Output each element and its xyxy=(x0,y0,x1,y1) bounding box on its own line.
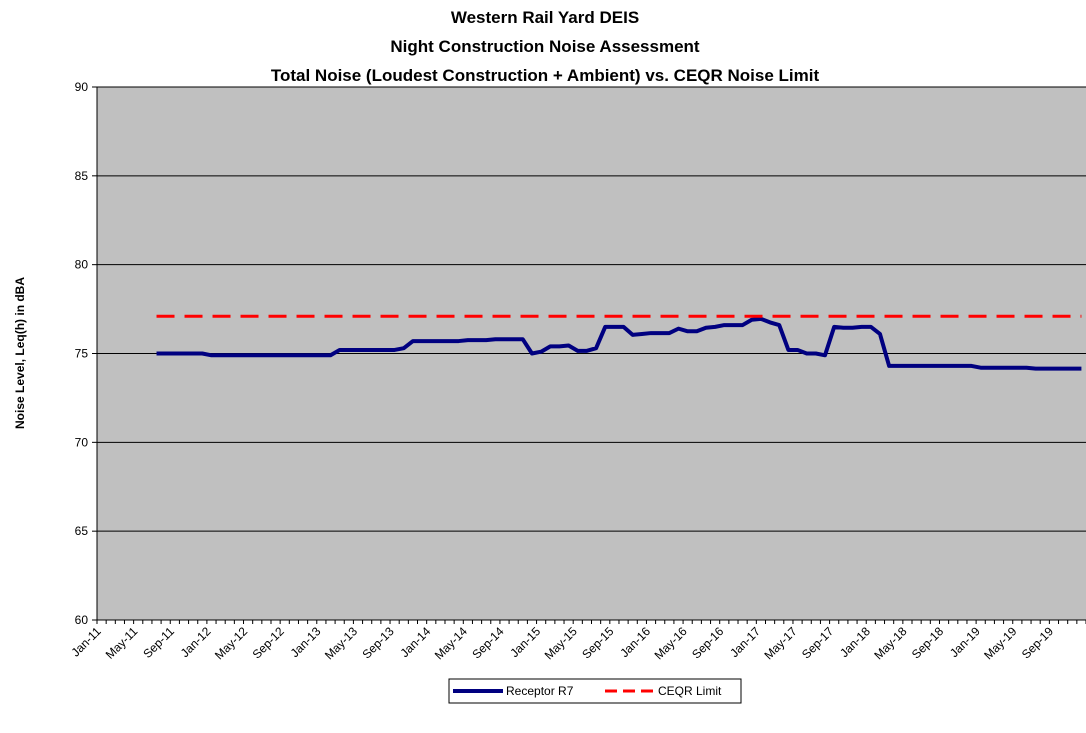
x-tick-label: Jan-17 xyxy=(727,624,763,660)
y-tick-label: 70 xyxy=(75,435,89,449)
x-tick-label: Sep-13 xyxy=(359,624,396,661)
y-tick-label: 75 xyxy=(75,347,89,361)
x-tick-label: Sep-19 xyxy=(1019,624,1056,661)
chart-title: Total Noise (Loudest Construction + Ambi… xyxy=(271,66,820,85)
chart-title: Night Construction Noise Assessment xyxy=(390,37,700,56)
x-tick-label: May-16 xyxy=(652,624,690,662)
x-tick-label: Jan-19 xyxy=(947,624,983,660)
y-tick-label: 65 xyxy=(75,524,89,538)
series-line xyxy=(156,316,1082,371)
y-tick-label: 85 xyxy=(75,169,89,183)
y-axis-label: Noise Level, Leq(h) in dBA xyxy=(13,277,27,429)
y-tick-label: 90 xyxy=(75,80,89,94)
x-tick-label: Sep-12 xyxy=(250,624,287,661)
x-tick-label: May-13 xyxy=(322,624,360,662)
x-tick-label: May-14 xyxy=(432,624,470,662)
x-tick-label: May-19 xyxy=(981,624,1019,662)
legend-label: CEQR Limit xyxy=(658,684,722,698)
x-tick-label: May-15 xyxy=(542,624,580,662)
x-tick-label: May-18 xyxy=(871,624,909,662)
x-tick-label: Jan-13 xyxy=(288,624,324,660)
x-tick-label: Jan-18 xyxy=(837,624,873,660)
legend-label: Receptor R7 xyxy=(506,684,574,698)
y-tick-label: 80 xyxy=(75,258,89,272)
x-tick-label: Jan-11 xyxy=(68,624,103,659)
x-tick-label: Sep-17 xyxy=(799,624,836,661)
x-tick-label: Sep-18 xyxy=(909,624,946,661)
x-tick-label: Jan-14 xyxy=(398,624,434,660)
x-tick-label: Sep-15 xyxy=(579,624,616,661)
x-tick-label: Jan-15 xyxy=(507,624,543,660)
x-tick-label: Sep-14 xyxy=(469,624,506,661)
x-tick-label: Jan-16 xyxy=(617,624,653,660)
x-tick-label: Sep-11 xyxy=(140,624,177,661)
chart-title: Western Rail Yard DEIS xyxy=(451,8,639,27)
y-tick-label: 60 xyxy=(75,613,89,627)
x-tick-label: May-17 xyxy=(761,624,799,662)
x-tick-label: May-12 xyxy=(212,624,250,662)
x-tick-label: Sep-16 xyxy=(689,624,726,661)
x-tick-label: Jan-12 xyxy=(178,624,214,660)
x-tick-label: May-11 xyxy=(103,624,141,662)
